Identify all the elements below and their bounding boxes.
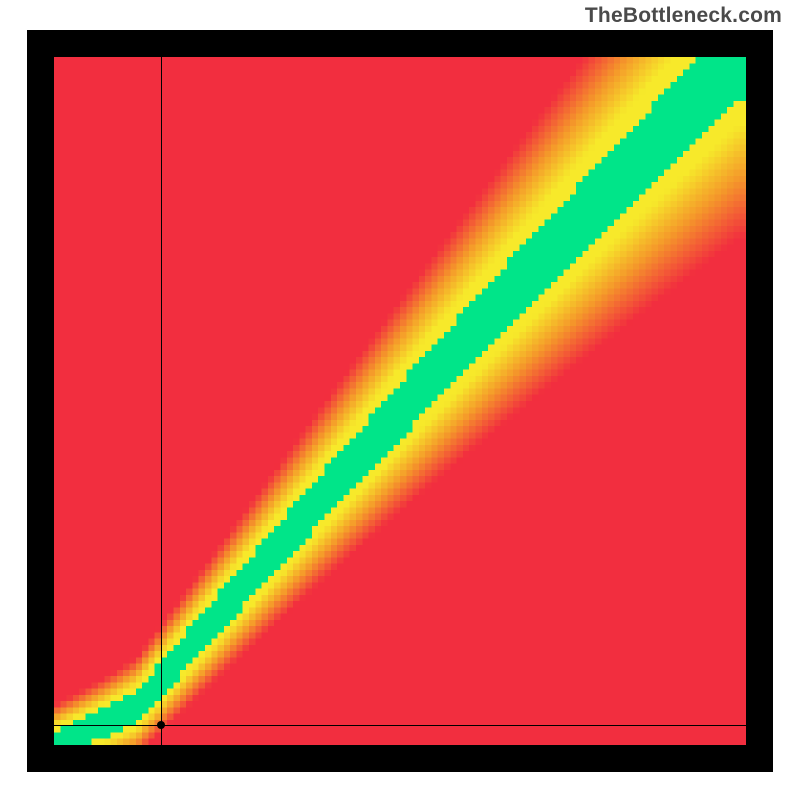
crosshair-marker [157, 721, 165, 729]
watermark-text: TheBottleneck.com [585, 4, 782, 28]
crosshair-vertical [161, 57, 162, 745]
heatmap-canvas [54, 57, 746, 745]
